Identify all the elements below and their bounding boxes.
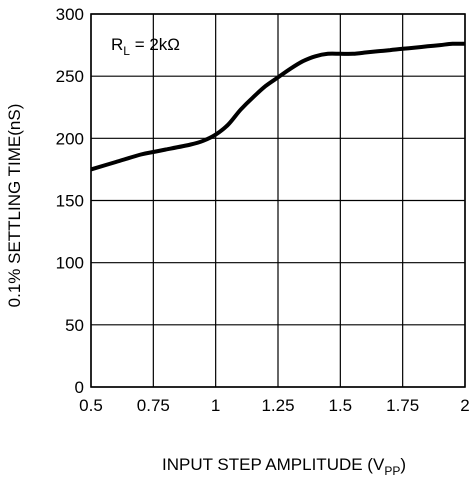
x-tick-label: 2 <box>460 396 469 415</box>
y-tick-label: 200 <box>56 129 84 148</box>
y-tick-label: 250 <box>56 67 84 86</box>
x-axis-label: INPUT STEP AMPLITUDE (VPP) <box>162 455 406 478</box>
x-tick-label: 1.5 <box>329 396 353 415</box>
x-tick-label: 1.25 <box>261 396 294 415</box>
y-tick-label: 50 <box>65 316 84 335</box>
annotation-value: = 2kΩ <box>130 35 180 54</box>
settling-time-curve <box>90 41 466 172</box>
x-tick-label: 1.75 <box>386 396 419 415</box>
x-tick-label: 0.5 <box>79 396 103 415</box>
load-resistance-annotation: RL = 2kΩ <box>111 35 180 58</box>
y-tick-label: 300 <box>56 5 84 24</box>
y-tick-labels: 0 50 100 150 200 250 300 <box>56 5 84 397</box>
x-axis-label-close: ) <box>400 455 406 474</box>
annotation-subscript: L <box>123 44 130 58</box>
series-layer <box>90 41 466 172</box>
y-axis-label: 0.1% SETTLING TIME(nS) <box>5 104 24 308</box>
x-axis-label-subscript: PP <box>384 464 400 478</box>
x-axis-label-main: INPUT STEP AMPLITUDE (V <box>162 455 385 474</box>
y-tick-label: 150 <box>56 192 84 211</box>
annotation-main: R <box>111 35 123 54</box>
x-tick-label: 1 <box>211 396 220 415</box>
grid <box>90 13 466 388</box>
plot-frame <box>90 13 466 388</box>
y-tick-label: 100 <box>56 254 84 273</box>
x-tick-labels: 0.5 0.75 1 1.25 1.5 1.75 2 <box>79 396 470 415</box>
y-tick-label: 0 <box>75 378 84 397</box>
x-tick-label: 0.75 <box>137 396 170 415</box>
